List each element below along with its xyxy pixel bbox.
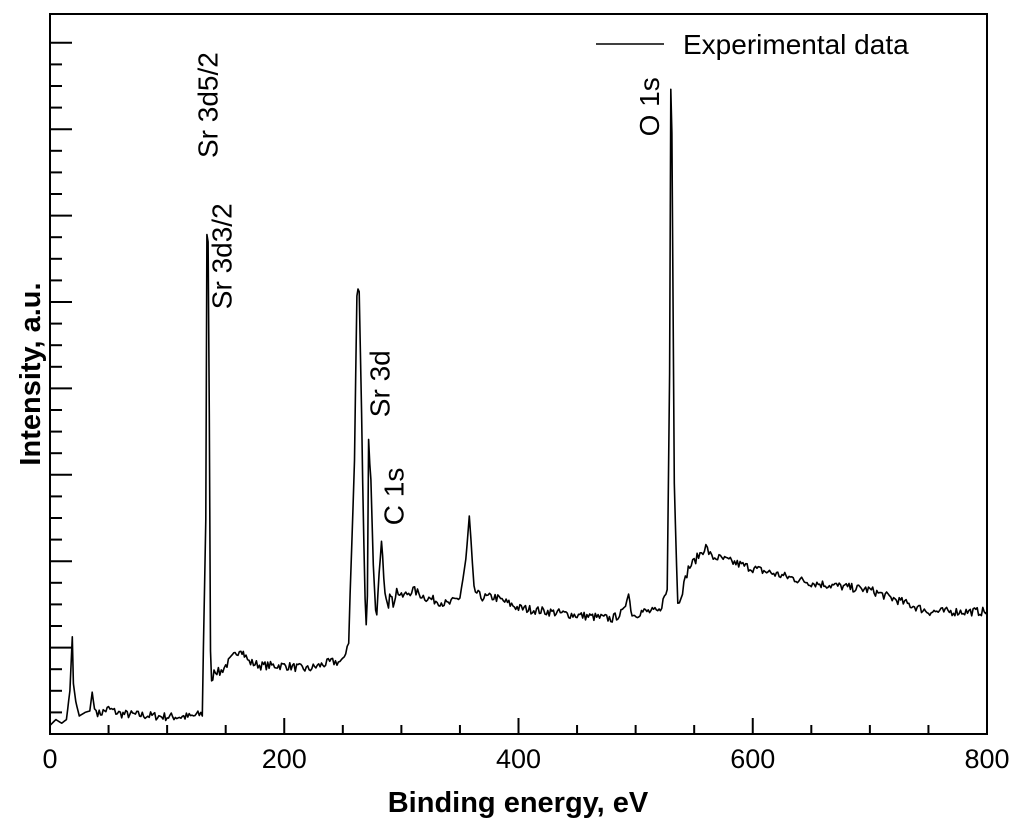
- peak-label: O 1s: [634, 77, 665, 136]
- series-line-experimental-data: [49, 88, 988, 726]
- peak-label: Sr 3d5/2: [193, 52, 224, 158]
- peak-label: C 1s: [379, 468, 410, 526]
- x-axis-tick-labels: 0 200 400 600 800: [42, 744, 1009, 774]
- peak-label: Sr 3d3/2: [207, 203, 238, 309]
- y-axis-title: Intensity, a.u.: [15, 282, 47, 465]
- x-tick-label: 800: [964, 744, 1009, 774]
- x-axis-title: Binding energy, eV: [388, 787, 649, 819]
- y-axis-ticks: [50, 41, 72, 714]
- plot-frame: [49, 13, 988, 735]
- peak-annotations: Sr 3d5/2 Sr 3d3/2 Sr 3d C 1s O 1s: [193, 52, 666, 525]
- peak-label: Sr 3d: [365, 350, 396, 417]
- legend: Experimental data: [596, 29, 909, 60]
- x-tick-label: 400: [496, 744, 541, 774]
- x-tick-label: 200: [262, 744, 307, 774]
- legend-label: Experimental data: [683, 29, 909, 60]
- x-axis-ticks: [49, 718, 988, 734]
- x-tick-label: 0: [42, 744, 57, 774]
- x-tick-label: 600: [730, 744, 775, 774]
